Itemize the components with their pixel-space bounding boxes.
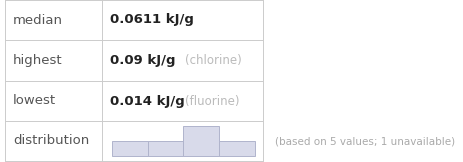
Bar [147, 141, 183, 156]
Text: (based on 5 values; 1 unavailable): (based on 5 values; 1 unavailable) [275, 136, 454, 146]
Text: distribution: distribution [13, 134, 89, 147]
Text: lowest: lowest [13, 94, 56, 108]
Text: (fluorine): (fluorine) [185, 94, 239, 108]
Bar [219, 141, 255, 156]
Bar [112, 141, 147, 156]
Text: 0.0611 kJ/g: 0.0611 kJ/g [110, 13, 194, 27]
Text: highest: highest [13, 54, 63, 67]
Text: median: median [13, 13, 63, 27]
Text: 0.09 kJ/g: 0.09 kJ/g [110, 54, 175, 67]
Text: 0.014 kJ/g: 0.014 kJ/g [110, 94, 184, 108]
Bar [183, 126, 219, 156]
Text: (chlorine): (chlorine) [185, 54, 241, 67]
